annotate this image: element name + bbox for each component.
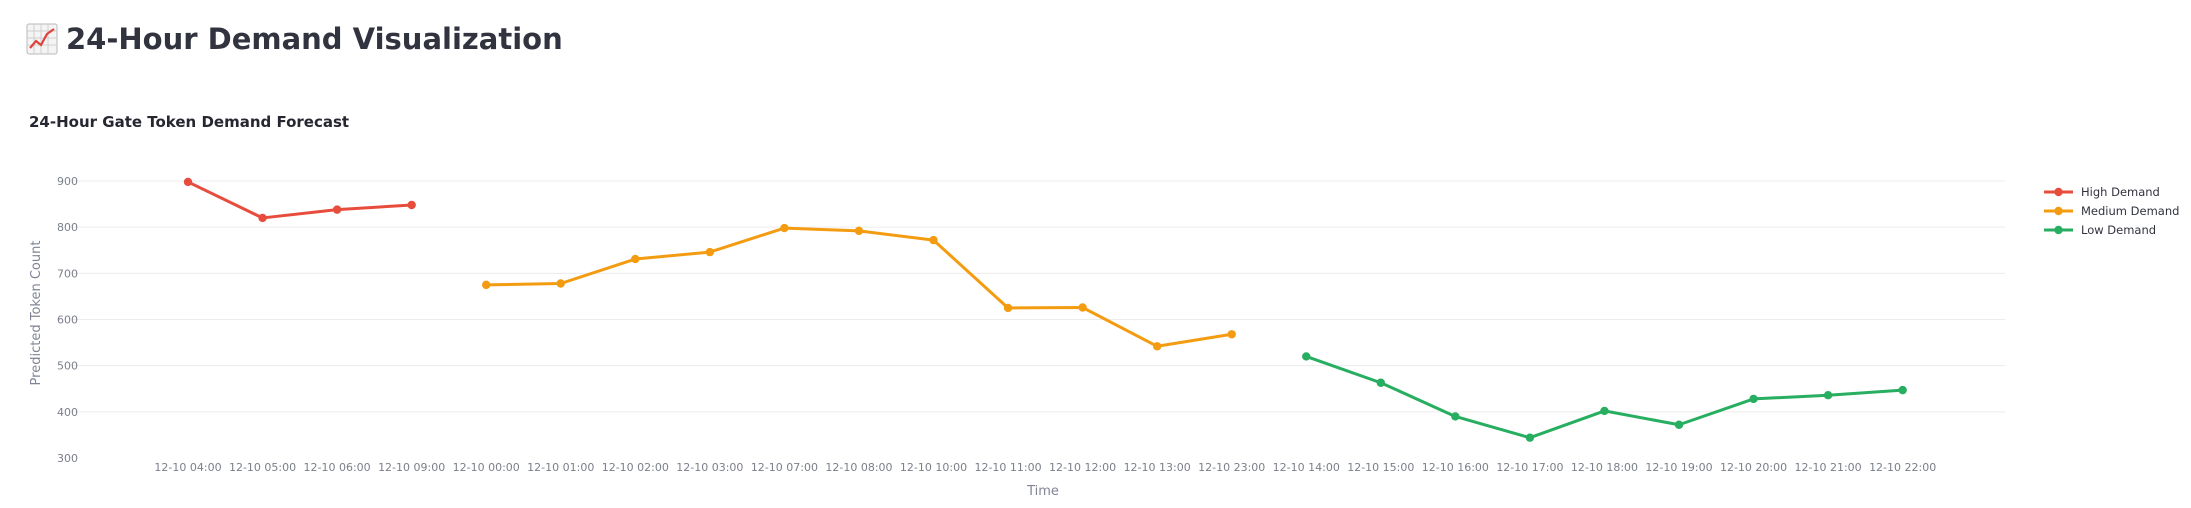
x-tick-label: 12-10 11:00 [974, 461, 1041, 474]
y-tick-label: 900 [57, 175, 78, 188]
legend-swatch-marker [2054, 206, 2063, 216]
y-tick-label: 400 [57, 406, 78, 419]
x-tick-label: 12-10 16:00 [1422, 461, 1489, 474]
data-point[interactable] [1078, 303, 1087, 312]
legend-label: Medium Demand [2081, 204, 2179, 218]
y-tick-label: 500 [57, 360, 78, 373]
data-point[interactable] [1376, 378, 1386, 387]
data-point[interactable] [1674, 420, 1684, 429]
legend-swatch-marker [2054, 187, 2063, 197]
x-tick-label: 12-10 14:00 [1273, 461, 1340, 474]
legend-item[interactable]: Medium Demand [2044, 204, 2179, 218]
y-tick-label: 800 [57, 221, 78, 234]
x-tick-label: 12-10 02:00 [602, 461, 669, 474]
legend-item[interactable]: Low Demand [2044, 223, 2156, 237]
x-axis-ticks: 12-10 04:00 12-10 05:00 12-10 06:00 12-10 0… [154, 461, 1936, 474]
chart-increasing-icon [26, 23, 58, 55]
x-tick-label: 12-10 23:00 [1198, 461, 1265, 474]
x-tick-label: 12-10 12:00 [1049, 461, 1116, 474]
series-lines [187, 180, 1903, 440]
data-point[interactable] [854, 226, 864, 236]
data-point[interactable] [1525, 433, 1535, 442]
legend-label: High Demand [2081, 185, 2160, 199]
data-point[interactable] [407, 200, 416, 210]
x-tick-label: 12-10 09:00 [378, 461, 445, 474]
data-point[interactable] [780, 223, 789, 233]
x-tick-label: 12-10 03:00 [676, 461, 743, 474]
data-point[interactable] [1898, 385, 1907, 395]
x-tick-label: 12-10 04:00 [154, 461, 221, 474]
x-tick-label: 12-10 20:00 [1720, 461, 1787, 474]
x-axis-title: Time [1026, 484, 1059, 499]
gridlines [72, 180, 2005, 413]
series-line[interactable] [1305, 355, 1903, 440]
data-point[interactable] [631, 254, 640, 264]
x-tick-label: 12-10 19:00 [1645, 461, 1712, 474]
series-line[interactable] [486, 226, 1232, 348]
y-tick-label: 600 [57, 314, 78, 327]
x-tick-label: 12-10 08:00 [825, 461, 892, 474]
data-point[interactable] [183, 177, 193, 187]
data-point[interactable] [1823, 391, 1833, 400]
x-tick-label: 12-10 05:00 [229, 461, 296, 474]
x-tick-label: 12-10 21:00 [1795, 461, 1862, 474]
x-tick-label: 12-10 18:00 [1571, 461, 1638, 474]
x-tick-label: 12-10 07:00 [751, 461, 818, 474]
data-point[interactable] [332, 205, 342, 214]
data-point[interactable] [1003, 303, 1013, 313]
legend[interactable]: High Demand Medium Demand Low Demand [2044, 185, 2179, 237]
data-point[interactable] [1227, 330, 1236, 339]
data-point[interactable] [1302, 352, 1311, 361]
page-title: 24-Hour Demand Visualization [26, 22, 563, 56]
y-axis-ticks: 300 400 500 600 700 800 900 [57, 175, 78, 465]
chart-title: 24-Hour Gate Token Demand Forecast [29, 113, 350, 131]
data-point[interactable] [1152, 342, 1162, 351]
x-tick-label: 12-10 06:00 [304, 461, 371, 474]
legend-label: Low Demand [2081, 223, 2156, 237]
x-tick-label: 12-10 22:00 [1869, 461, 1936, 474]
data-point[interactable] [705, 247, 715, 257]
y-tick-label: 300 [57, 452, 78, 465]
y-tick-label: 700 [57, 267, 78, 280]
data-point[interactable] [482, 280, 491, 290]
legend-item[interactable]: High Demand [2044, 185, 2160, 199]
data-point[interactable] [1749, 394, 1758, 404]
legend-swatch-marker [2054, 225, 2063, 235]
series-points [183, 177, 1907, 442]
data-point[interactable] [556, 279, 565, 288]
y-axis-title: Predicted Token Count [29, 241, 44, 386]
x-tick-label: 12-10 17:00 [1496, 461, 1563, 474]
x-tick-label: 12-10 00:00 [453, 461, 520, 474]
x-tick-label: 12-10 01:00 [527, 461, 594, 474]
data-point[interactable] [1600, 406, 1609, 416]
data-point[interactable] [929, 235, 938, 245]
data-point[interactable] [258, 213, 267, 223]
x-tick-label: 12-10 13:00 [1124, 461, 1191, 474]
data-point[interactable] [1451, 412, 1460, 421]
series-line[interactable] [187, 180, 412, 220]
x-tick-label: 12-10 10:00 [900, 461, 967, 474]
page-title-text: 24-Hour Demand Visualization [66, 22, 563, 56]
x-tick-label: 12-10 15:00 [1347, 461, 1414, 474]
